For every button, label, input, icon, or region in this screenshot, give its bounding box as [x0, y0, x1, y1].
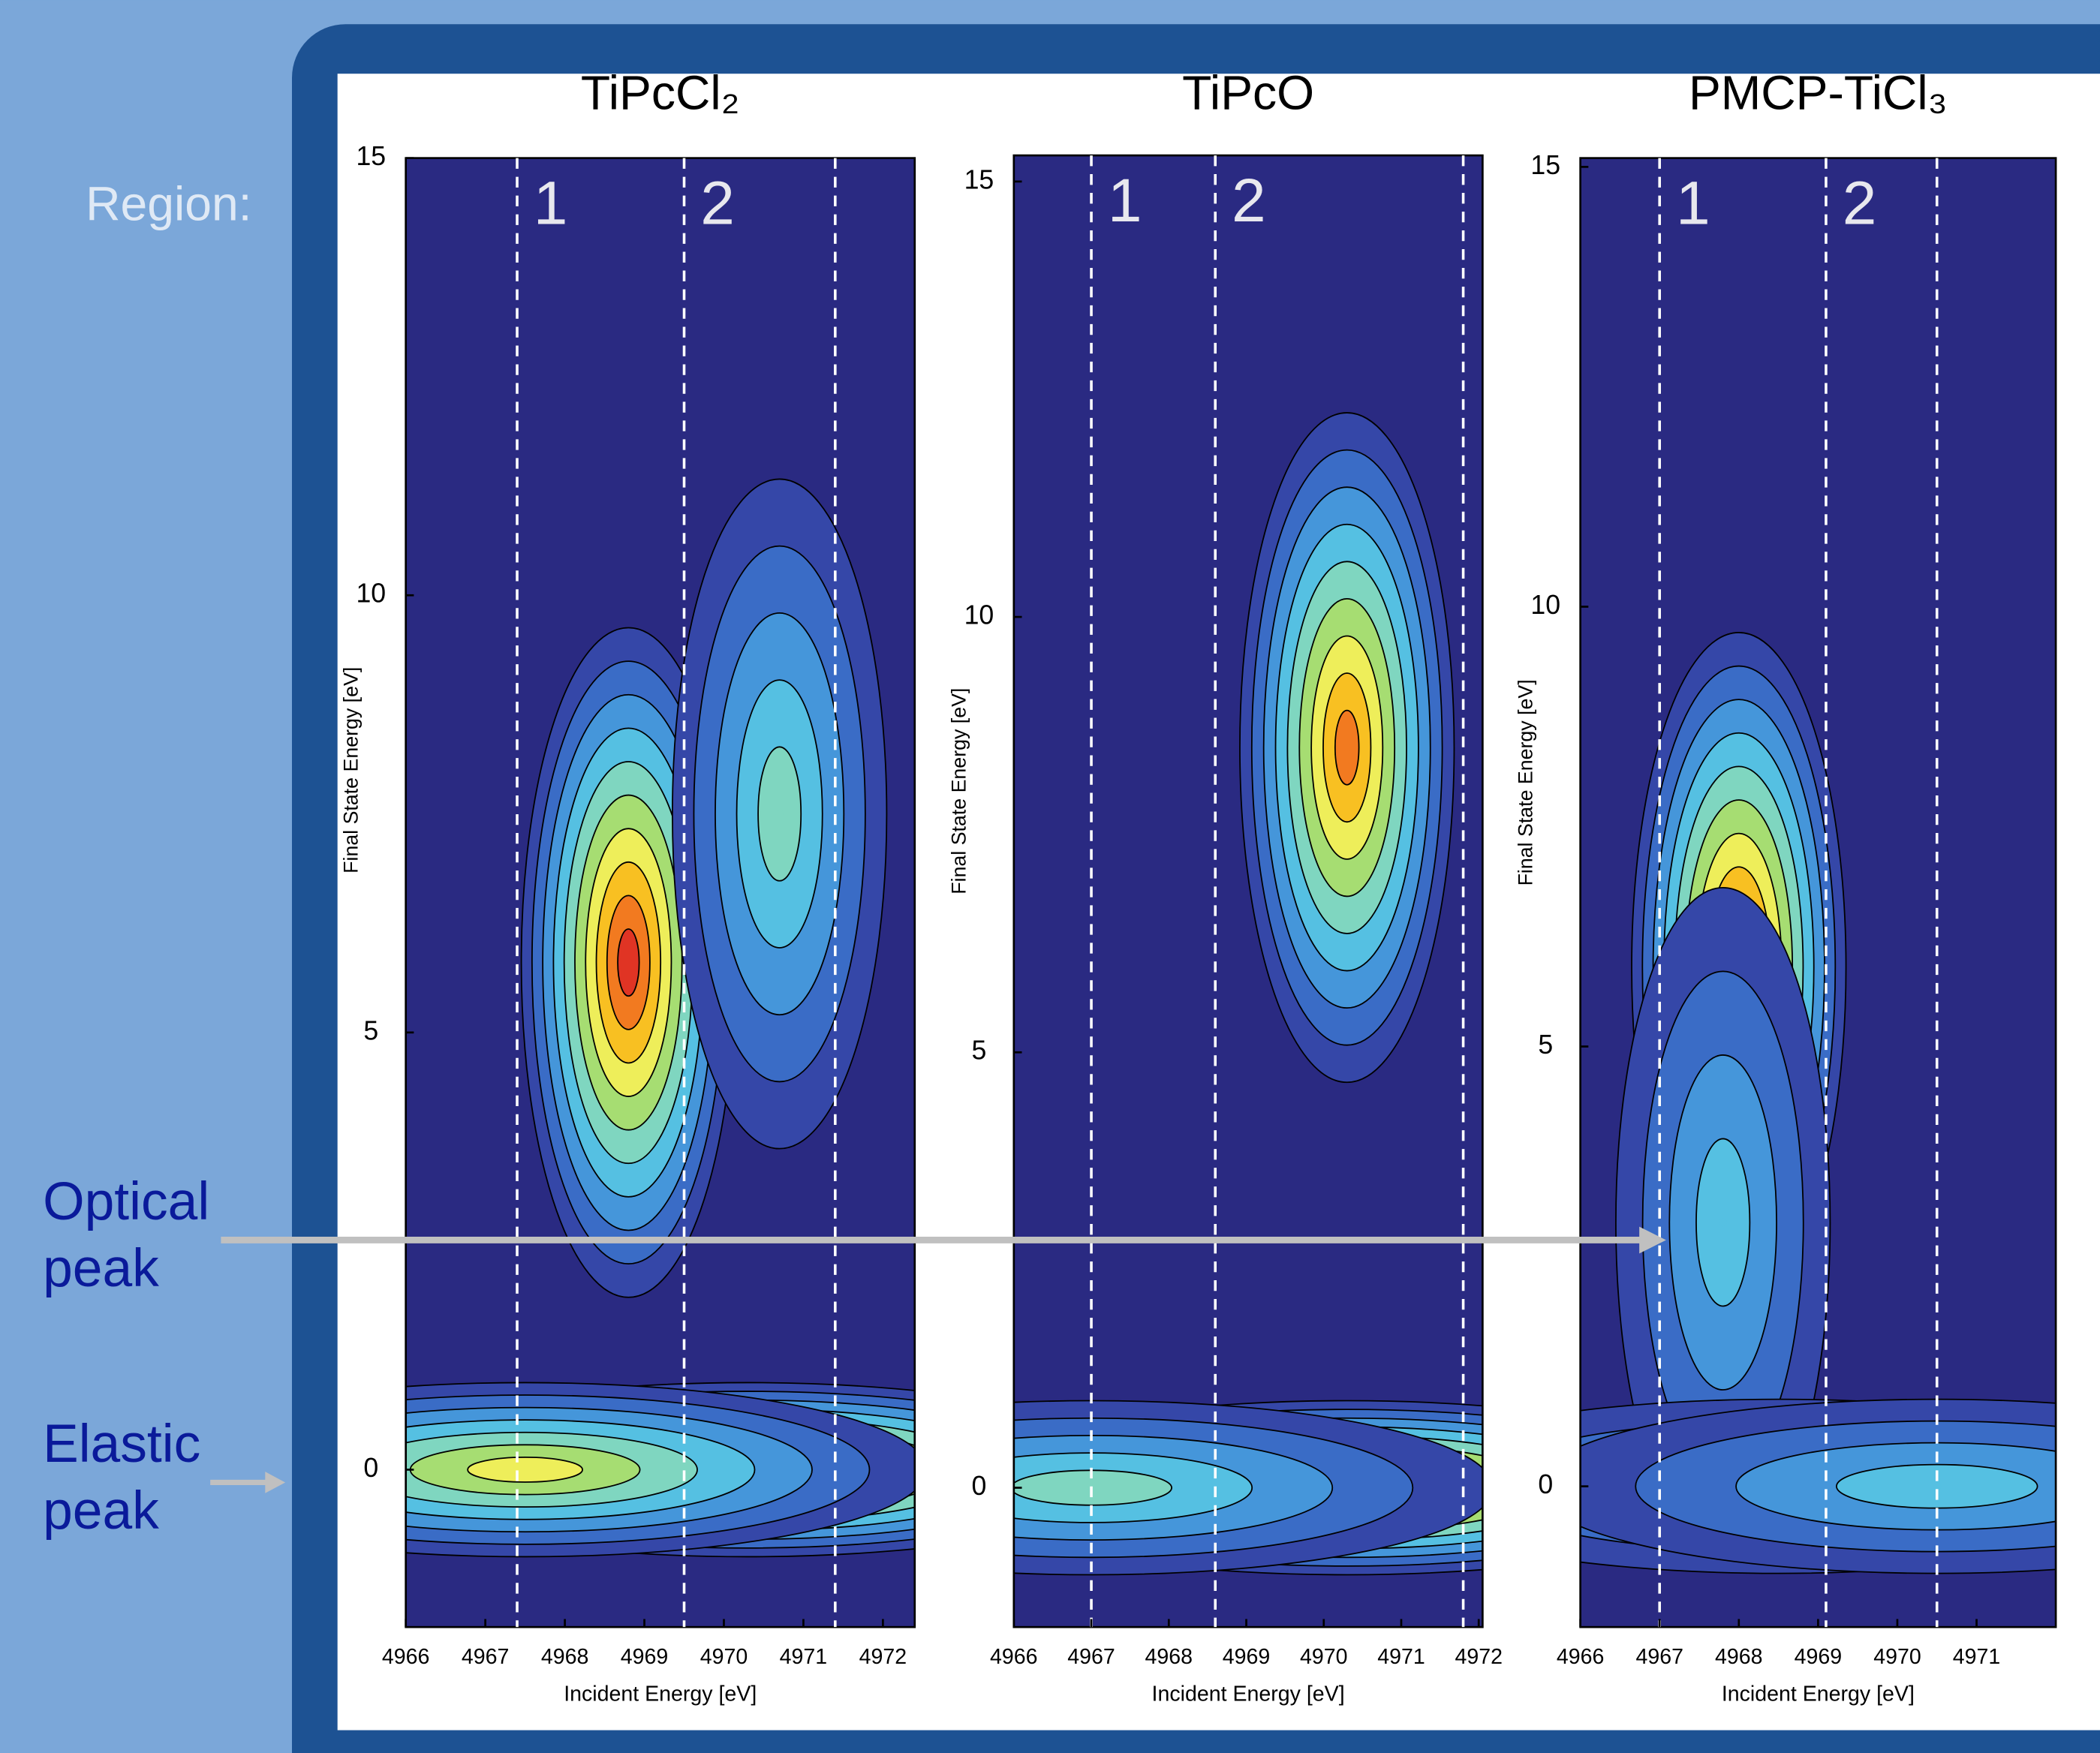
annotation: peak: [43, 1238, 159, 1298]
x-tick-label: 4970: [700, 1645, 748, 1669]
x-tick-label: 4972: [1455, 1645, 1503, 1669]
x-tick-label: 4968: [541, 1645, 589, 1669]
region-number: 2: [1843, 169, 1877, 237]
x-tick-label: 4969: [621, 1645, 669, 1669]
x-tick-label: 4971: [1377, 1645, 1425, 1669]
region-number: 1: [1676, 169, 1710, 237]
chart-title: TiPcCl₂: [581, 66, 740, 120]
x-tick-label: 4968: [1145, 1645, 1193, 1669]
y-axis-label: Final State Energy [eV]: [948, 688, 970, 895]
x-tick-label: 4970: [1300, 1645, 1348, 1669]
x-tick-label: 4971: [1953, 1645, 2001, 1669]
annotation: Optical: [43, 1171, 209, 1231]
peak-center: [1343, 744, 1351, 752]
peak-center: [1719, 1219, 1727, 1227]
region-number: 2: [700, 169, 735, 237]
x-tick-label: 4970: [1873, 1645, 1921, 1669]
annotation: peak: [43, 1481, 159, 1541]
x-axis-label: Incident Energy [eV]: [1152, 1682, 1345, 1706]
x-axis-label: Incident Energy [eV]: [564, 1682, 757, 1706]
x-tick-label: 4969: [1223, 1645, 1271, 1669]
y-tick-label: 10: [1530, 590, 1560, 620]
x-tick-label: 4968: [1715, 1645, 1763, 1669]
y-tick-label: 0: [363, 1453, 378, 1483]
y-axis-label: Final State Energy [eV]: [1514, 679, 1536, 886]
y-tick-label: 10: [964, 600, 994, 630]
x-tick-label: 4972: [859, 1645, 907, 1669]
peak-center: [624, 958, 633, 967]
y-tick-label: 5: [1538, 1030, 1553, 1060]
y-tick-label: 15: [356, 141, 386, 171]
page: Region: Optical peak Elastic peak 1 2 TiPc…: [0, 0, 2100, 1753]
x-tick-label: 4967: [462, 1645, 510, 1669]
y-tick-label: 5: [972, 1036, 987, 1066]
region-label: Region:: [86, 177, 251, 231]
annotation: Elastic: [43, 1414, 200, 1474]
x-tick-label: 4967: [1635, 1645, 1683, 1669]
region-number: 1: [534, 169, 568, 237]
slide: Region: Optical peak Elastic peak 1 2 TiPc…: [0, 0, 2100, 1753]
y-tick-label: 15: [1530, 150, 1560, 180]
y-axis-label: Final State Energy [eV]: [339, 667, 362, 873]
x-tick-label: 4967: [1067, 1645, 1115, 1669]
x-tick-label: 4966: [990, 1645, 1038, 1669]
y-tick-label: 10: [356, 579, 386, 609]
x-tick-label: 4969: [1795, 1645, 1843, 1669]
x-tick-label: 4971: [780, 1645, 828, 1669]
y-tick-label: 5: [363, 1015, 378, 1045]
y-tick-label: 0: [972, 1471, 987, 1501]
region-number: 1: [1108, 167, 1142, 235]
y-tick-label: 15: [964, 164, 994, 194]
y-tick-label: 0: [1538, 1469, 1553, 1499]
chart-title: PMCP-TiCl₃: [1689, 66, 1948, 120]
peak-center: [521, 1466, 529, 1474]
x-tick-label: 4966: [1557, 1645, 1605, 1669]
region-number: 2: [1232, 167, 1266, 235]
chart-title: TiPcO: [1182, 66, 1314, 120]
x-tick-label: 4966: [382, 1645, 430, 1669]
peak-center: [1933, 1482, 1941, 1490]
peak-center: [775, 810, 784, 818]
x-axis-label: Incident Energy [eV]: [1722, 1682, 1915, 1706]
